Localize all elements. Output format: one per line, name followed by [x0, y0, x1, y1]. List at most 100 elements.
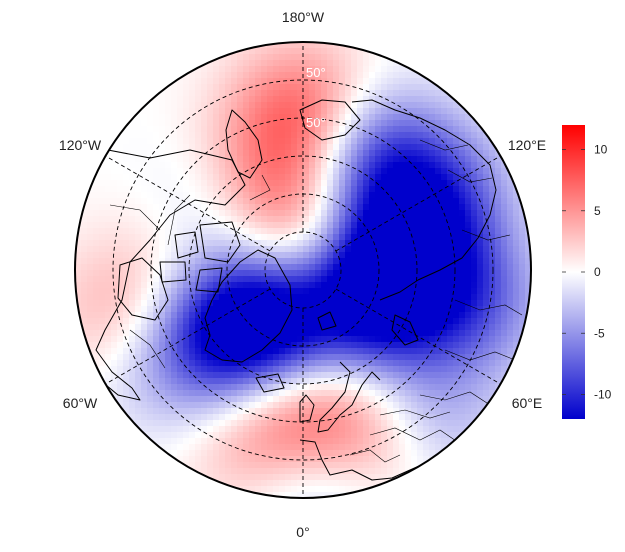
field-cell: [183, 84, 190, 91]
field-cell: [195, 120, 202, 127]
field-cell: [393, 378, 400, 385]
field-cell: [213, 84, 220, 91]
field-cell: [237, 342, 244, 349]
field-cell: [165, 384, 172, 391]
field-cell: [261, 258, 268, 265]
latitude-labels: 50° 50°: [306, 65, 326, 130]
field-cell: [261, 348, 268, 355]
field-cell: [213, 282, 220, 289]
field-cell: [285, 210, 292, 217]
field-cell: [411, 162, 418, 169]
field-cell: [507, 276, 514, 283]
field-cell: [489, 126, 496, 133]
field-cell: [405, 378, 412, 385]
field-cell: [459, 216, 466, 223]
field-cell: [435, 252, 442, 259]
field-cell: [471, 270, 478, 277]
field-cell: [117, 234, 124, 241]
field-cell: [285, 486, 292, 493]
field-cell: [315, 372, 322, 379]
field-cell: [291, 396, 298, 403]
field-cell: [267, 168, 274, 175]
field-cell: [261, 498, 268, 505]
field-cell: [405, 288, 412, 295]
field-cell: [213, 444, 220, 451]
field-cell: [195, 162, 202, 169]
field-cell: [333, 132, 340, 139]
field-cell: [525, 282, 531, 289]
field-cell: [489, 276, 496, 283]
field-cell: [147, 300, 154, 307]
field-cell: [327, 222, 334, 229]
field-cell: [387, 150, 394, 157]
field-cell: [279, 222, 286, 229]
field-cell: [303, 216, 310, 223]
field-cell: [411, 234, 418, 241]
field-cell: [123, 144, 130, 151]
field-cell: [459, 396, 466, 403]
field-cell: [387, 168, 394, 175]
field-cell: [399, 402, 406, 409]
field-cell: [471, 282, 478, 289]
field-cell: [519, 180, 526, 187]
field-cell: [99, 210, 106, 217]
field-cell: [117, 360, 124, 367]
field-cell: [393, 258, 400, 265]
field-cell: [531, 300, 538, 307]
field-cell: [267, 432, 274, 439]
field-cell: [501, 228, 508, 235]
field-cell: [303, 270, 310, 277]
field-cell: [477, 186, 484, 193]
field-cell: [321, 288, 328, 295]
field-cell: [309, 390, 316, 397]
field-cell: [249, 66, 256, 73]
field-cell: [411, 90, 418, 97]
field-cell: [171, 132, 178, 139]
field-cell: [369, 54, 376, 61]
field-cell: [111, 222, 118, 229]
field-cell: [321, 102, 328, 109]
field-cell: [285, 228, 292, 235]
field-cell: [99, 288, 106, 295]
field-cell: [321, 204, 328, 211]
field-cell: [495, 294, 502, 301]
field-cell: [189, 342, 196, 349]
field-cell: [99, 174, 106, 181]
field-cell: [273, 480, 280, 487]
field-cell: [441, 288, 448, 295]
field-cell: [279, 84, 286, 91]
field-cell: [303, 336, 310, 343]
field-cell: [267, 186, 274, 193]
field-cell: [357, 264, 364, 271]
field-cell: [471, 300, 478, 307]
field-cell: [459, 180, 466, 187]
field-cell: [249, 228, 256, 235]
field-cell: [297, 234, 304, 241]
field-cell: [501, 234, 508, 241]
field-cell: [339, 402, 346, 409]
field-cell: [309, 258, 316, 265]
field-cell: [99, 348, 106, 355]
field-cell: [303, 456, 310, 463]
longitude-labels: 180°W 120°W 120°E 60°W 60°E 0°: [59, 9, 546, 540]
field-cell: [255, 468, 262, 475]
field-cell: [531, 252, 538, 259]
field-cell: [147, 396, 154, 403]
field-cell: [345, 342, 352, 349]
field-cell: [453, 108, 460, 115]
field-cell: [267, 414, 274, 421]
field-cell: [471, 168, 478, 175]
field-cell: [387, 102, 394, 109]
field-cell: [147, 108, 154, 115]
field-cell: [207, 432, 214, 439]
field-cell: [237, 192, 244, 199]
field-cell: [327, 342, 334, 349]
field-cell: [375, 210, 382, 217]
field-cell: [147, 390, 154, 397]
field-cell: [363, 240, 370, 247]
field-cell: [171, 312, 178, 319]
field-cell: [507, 258, 514, 265]
field-cell: [189, 426, 196, 433]
field-cell: [381, 270, 388, 277]
field-cell: [255, 96, 262, 103]
